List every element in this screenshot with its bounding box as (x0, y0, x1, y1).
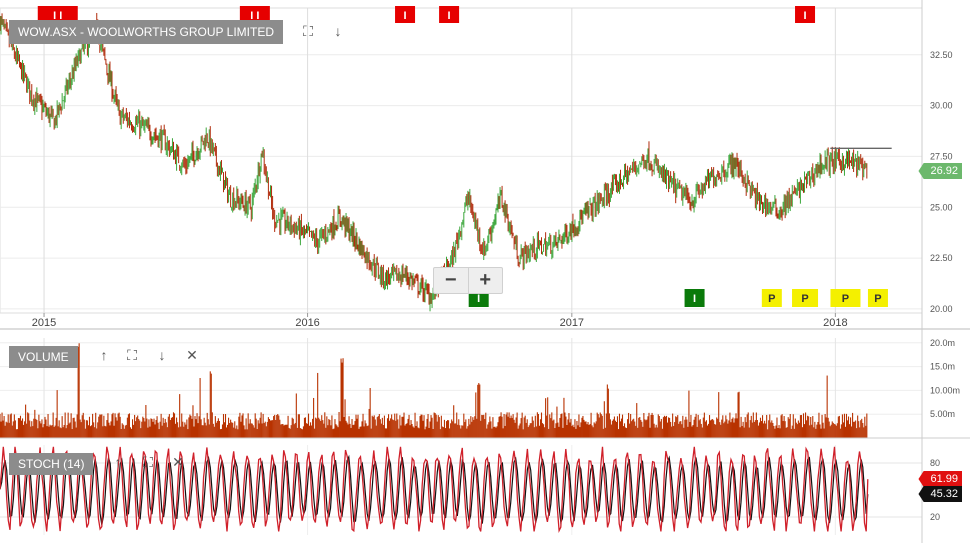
up-arrow-icon[interactable]: ↑ (100, 347, 108, 363)
volume-label[interactable]: VOLUME (9, 346, 78, 368)
last-price-tag: 26.92 (918, 163, 962, 179)
expand-icon[interactable]: ⛶ (303, 22, 313, 39)
event-marker-label: I (448, 10, 451, 22)
price-tick-label: 32.50 (930, 50, 953, 60)
chart-title[interactable]: WOW.ASX - WOOLWORTHS GROUP LIMITED (9, 20, 284, 44)
price-panel: 20.00 22.50 25.00 27.50 30.00 32.50 I I I I I I I I… (0, 6, 953, 314)
volume-tick-label: 20.0m (930, 338, 955, 348)
event-marker-label: I (477, 293, 480, 305)
event-marker (867, 289, 888, 307)
volume-tick-label: 10.00m (930, 385, 960, 395)
event-marker (439, 6, 460, 23)
price-tick-label: 20.00 (930, 304, 953, 314)
date-tick-label: 2015 (32, 317, 56, 329)
stoch-k-tag: 61.99 (918, 471, 962, 487)
event-marker-label: I I (53, 10, 62, 22)
event-marker (761, 289, 782, 307)
stoch-label[interactable]: STOCH (14) (9, 453, 94, 475)
event-marker-label: P (801, 293, 808, 305)
event-marker (795, 6, 816, 23)
price-tick-label: 27.50 (930, 151, 953, 161)
event-marker-label: I (404, 10, 407, 22)
event-marker (239, 6, 270, 23)
date-tick-label: 2016 (295, 317, 319, 329)
event-marker-label: P (842, 293, 849, 305)
stoch-k-line (0, 446, 869, 533)
stoch-tick-label: 20 (930, 512, 940, 522)
expand-icon[interactable]: ⛶ (143, 453, 153, 470)
down-arrow-icon[interactable]: ↓ (158, 347, 166, 363)
event-marker (830, 289, 861, 307)
volume-panel: 5.00m 10.00m 15.0m 20.0m (0, 338, 960, 438)
stoch-d-line (0, 454, 869, 526)
price-tick-label: 22.50 (930, 253, 953, 263)
price-tick-label: 30.00 (930, 101, 953, 111)
close-icon[interactable]: ✕ (186, 346, 198, 363)
event-marker-label: I (693, 293, 696, 305)
volume-tick-label: 15.0m (930, 362, 955, 372)
date-tick-label: 2017 (560, 317, 584, 329)
event-marker (792, 289, 819, 307)
stoch-d-tag: 45.32 (918, 486, 962, 502)
price-tick-label: 25.00 (930, 202, 953, 212)
date-tick-label: 2018 (823, 317, 847, 329)
event-marker-label: P (874, 293, 881, 305)
stoch-tick-label: 80 (930, 458, 940, 468)
expand-icon[interactable]: ⛶ (127, 346, 137, 363)
zoom-out-button[interactable]: − (444, 269, 457, 291)
event-marker (395, 6, 416, 23)
down-arrow-icon[interactable]: ↓ (334, 23, 342, 39)
up-arrow-icon[interactable]: ↑ (114, 454, 122, 470)
event-marker (37, 6, 78, 23)
event-marker (684, 289, 705, 307)
close-icon[interactable]: ✕ (172, 453, 184, 470)
zoom-controls: − + (433, 267, 503, 294)
event-marker-label: P (768, 293, 775, 305)
volume-tick-label: 5.00m (930, 409, 955, 419)
event-marker-label: I (804, 10, 807, 22)
event-marker-label: I I (250, 10, 259, 22)
zoom-in-button[interactable]: + (467, 268, 503, 293)
